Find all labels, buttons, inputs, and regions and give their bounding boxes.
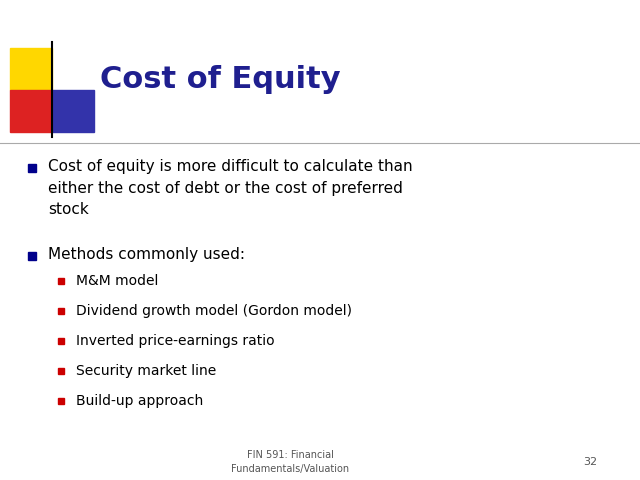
Text: Cost of Equity: Cost of Equity: [100, 65, 340, 95]
Text: M&M model: M&M model: [76, 274, 158, 288]
Text: Methods commonly used:: Methods commonly used:: [48, 247, 245, 262]
Text: stock: stock: [48, 203, 89, 217]
Bar: [28, 252, 36, 260]
Bar: [58, 368, 64, 374]
Text: FIN 591: Financial
Fundamentals/Valuation: FIN 591: Financial Fundamentals/Valuatio…: [231, 450, 349, 474]
Bar: [58, 308, 64, 314]
Text: Cost of equity is more difficult to calculate than: Cost of equity is more difficult to calc…: [48, 158, 413, 173]
Bar: [58, 278, 64, 284]
Bar: [52, 90, 94, 132]
Bar: [28, 164, 36, 172]
Text: Build-up approach: Build-up approach: [76, 394, 204, 408]
Bar: [58, 398, 64, 404]
Text: 32: 32: [583, 457, 597, 467]
Bar: [58, 338, 64, 344]
Text: Dividend growth model (Gordon model): Dividend growth model (Gordon model): [76, 304, 352, 318]
Text: Security market line: Security market line: [76, 364, 216, 378]
Bar: [10, 48, 52, 90]
Text: either the cost of debt or the cost of preferred: either the cost of debt or the cost of p…: [48, 180, 403, 195]
Bar: [10, 90, 52, 132]
Text: Inverted price-earnings ratio: Inverted price-earnings ratio: [76, 334, 275, 348]
